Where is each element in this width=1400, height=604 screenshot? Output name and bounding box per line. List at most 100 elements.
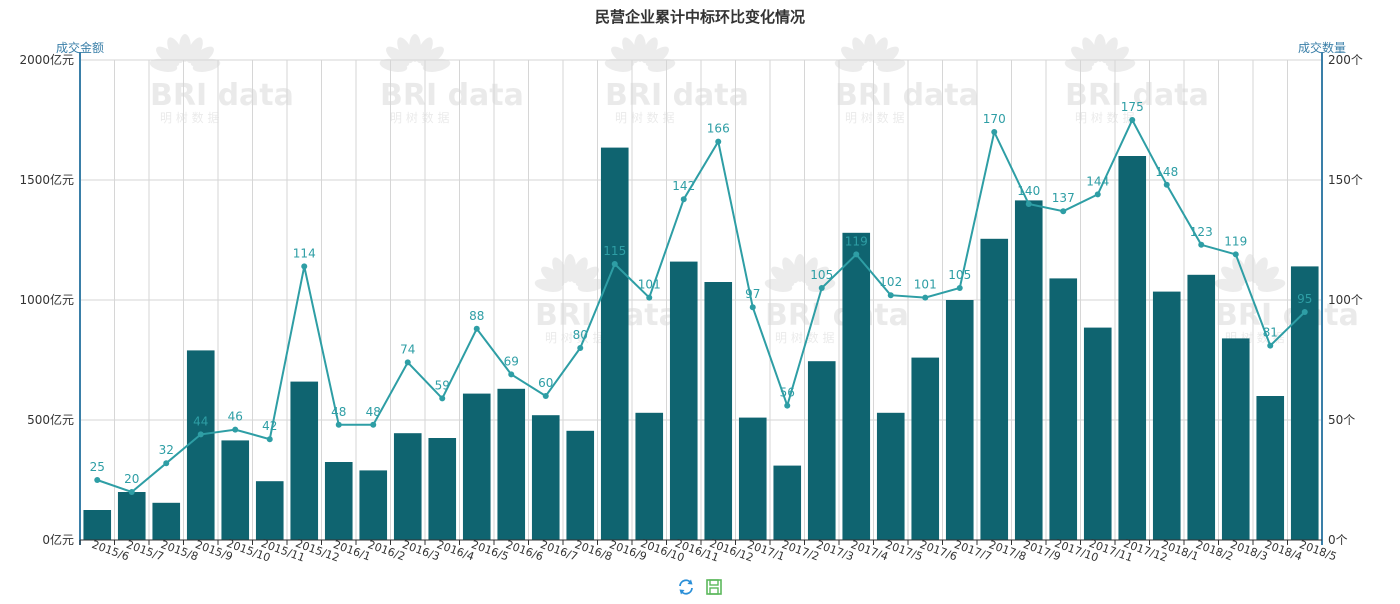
line-point[interactable] [749, 304, 756, 311]
line-point[interactable] [887, 292, 894, 299]
bar[interactable] [83, 510, 112, 540]
bar[interactable] [980, 238, 1009, 541]
watermark-leaf-shape [782, 257, 799, 284]
bar[interactable] [531, 415, 560, 540]
line-point[interactable] [1025, 201, 1032, 207]
bar[interactable] [290, 381, 319, 540]
line-point[interactable] [232, 426, 239, 433]
bar[interactable] [876, 412, 905, 540]
line-point[interactable] [715, 138, 722, 145]
right-axis-tick-label: 150个 [1328, 173, 1363, 187]
line-point[interactable] [266, 436, 273, 443]
watermark-leaf-shape [1105, 46, 1129, 67]
line-point[interactable] [508, 371, 515, 378]
line-series: 25 20 32 44 46 42 114 48 48 74 59 88 69 60 80 115 101 142… [90, 100, 1312, 495]
line-point[interactable] [1232, 251, 1239, 258]
bar[interactable] [945, 300, 974, 540]
line-point[interactable] [991, 129, 998, 135]
line-point[interactable] [542, 393, 549, 399]
watermark-text: BRI data [1065, 78, 1209, 113]
line-point[interactable] [956, 285, 963, 291]
bar[interactable] [669, 261, 698, 540]
line-point[interactable] [404, 359, 411, 366]
watermark-leaf-shape [764, 278, 793, 292]
bar[interactable] [1118, 156, 1147, 540]
line-point[interactable] [1129, 117, 1136, 123]
watermark-leaf-shape [834, 58, 863, 72]
bar[interactable] [152, 502, 181, 540]
line-point[interactable] [163, 460, 170, 467]
bar[interactable] [807, 361, 836, 540]
bar[interactable] [221, 440, 250, 540]
bar[interactable] [566, 430, 595, 540]
x-axis-tick-label: 2017/4 [849, 538, 890, 563]
bar[interactable] [842, 232, 871, 541]
bar[interactable] [324, 462, 353, 540]
bar[interactable] [1187, 274, 1216, 540]
bar[interactable] [1014, 200, 1043, 540]
bar[interactable] [1221, 338, 1250, 540]
bar[interactable] [600, 147, 629, 540]
bar[interactable] [359, 470, 388, 540]
line-point[interactable] [784, 402, 791, 409]
x-axis-tick-label: 2016/6 [504, 538, 545, 563]
refresh-button[interactable] [676, 577, 696, 597]
line-data-label: 95 [1297, 292, 1312, 306]
line-point[interactable] [1198, 241, 1205, 248]
watermark-leaf-shape [645, 46, 669, 67]
line-point[interactable] [370, 421, 377, 428]
line-point[interactable] [335, 421, 342, 428]
line-point[interactable] [680, 196, 687, 203]
line-point[interactable] [922, 294, 929, 301]
watermark-leaf-shape [1071, 46, 1095, 67]
line-point[interactable] [1301, 309, 1308, 315]
bar[interactable] [635, 412, 664, 540]
line-point[interactable] [439, 395, 446, 402]
line-point[interactable] [94, 477, 101, 483]
save-image-button[interactable] [704, 577, 724, 597]
line-point[interactable] [473, 325, 480, 332]
line-point[interactable] [301, 263, 308, 270]
right-axis-name: 成交数量 [1298, 40, 1346, 55]
bar[interactable] [1049, 278, 1078, 540]
left-axis-tick-label: 1500亿元 [19, 172, 74, 187]
line-point[interactable] [197, 431, 204, 438]
line-data-label: 115 [603, 244, 626, 258]
line-point[interactable] [1060, 208, 1067, 215]
bar[interactable] [117, 492, 146, 540]
watermark-leaf-shape [541, 266, 565, 287]
line-data-label: 102 [879, 275, 902, 289]
bar[interactable] [462, 393, 491, 540]
bar[interactable] [1290, 266, 1319, 540]
watermark-leaf-shape [1257, 278, 1286, 292]
bar[interactable] [738, 417, 767, 540]
bar[interactable] [1083, 327, 1112, 540]
bar[interactable] [497, 388, 526, 540]
bar[interactable] [911, 357, 940, 540]
watermark-leaf-shape [1101, 37, 1118, 64]
bar[interactable] [186, 350, 215, 540]
watermark-leaf-shape [864, 34, 876, 62]
bar[interactable] [704, 282, 733, 540]
line-point[interactable] [646, 294, 653, 301]
line-point[interactable] [818, 285, 825, 291]
x-axis-tick-label: 2017/6 [918, 538, 959, 563]
line-point[interactable] [853, 251, 860, 258]
watermark-text: BRI data [765, 298, 909, 333]
line-point[interactable] [1163, 181, 1170, 188]
bar[interactable] [393, 433, 422, 540]
bar[interactable] [1152, 291, 1181, 540]
line-data-label: 97 [745, 287, 760, 301]
bar[interactable] [255, 481, 284, 540]
line-point[interactable] [1094, 191, 1101, 198]
line-point[interactable] [611, 261, 618, 267]
bar[interactable] [773, 465, 802, 540]
bar[interactable] [428, 438, 457, 540]
line-point[interactable] [128, 489, 135, 495]
watermark-leaf-shape [1064, 58, 1093, 72]
line-point[interactable] [1267, 342, 1274, 349]
line-point[interactable] [577, 345, 584, 351]
bar[interactable] [1256, 396, 1285, 540]
watermark-leaf-shape [1251, 257, 1268, 284]
